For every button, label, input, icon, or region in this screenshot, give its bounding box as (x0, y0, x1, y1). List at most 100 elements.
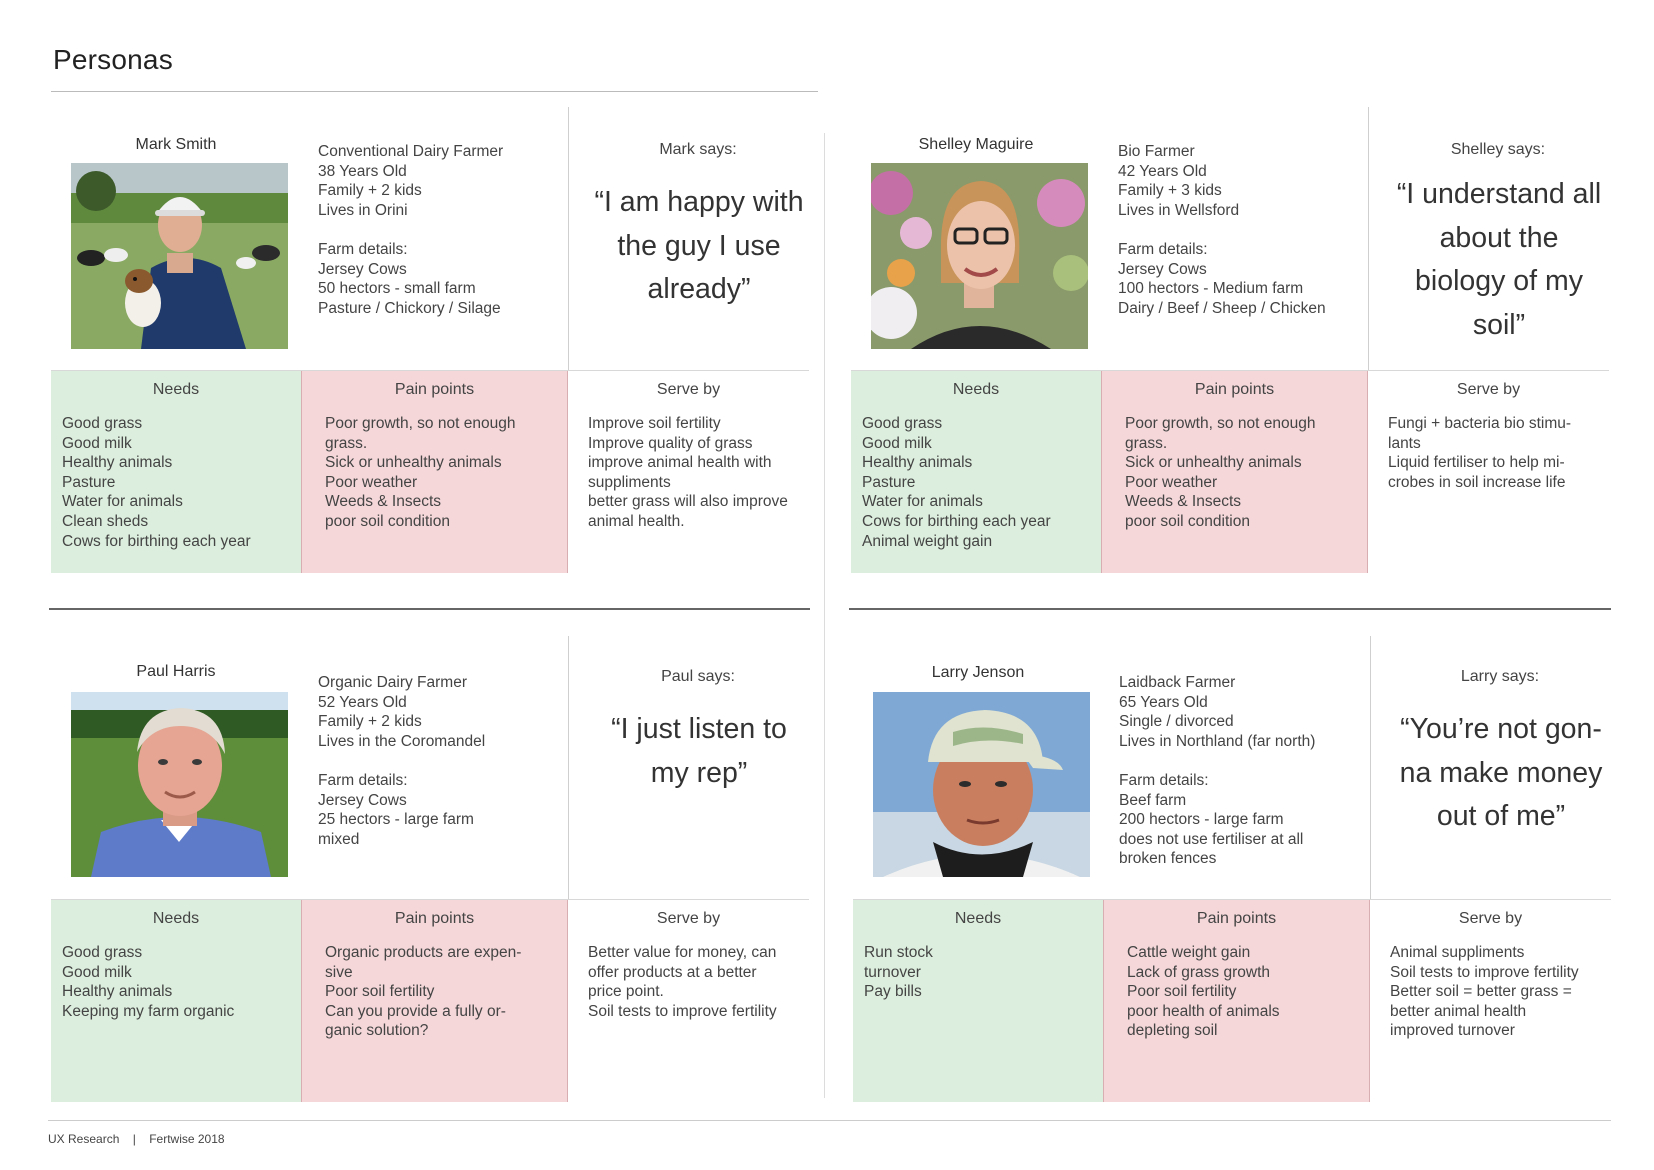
says-label: Paul says: (661, 668, 735, 685)
says-divider (568, 107, 569, 370)
detail-line: Farm details: (1119, 771, 1209, 789)
detail-line: mixed (318, 830, 360, 848)
persona-card-larry-jenson: Larry Jenson Laidback Farmer 65 Years Ol… (853, 636, 1633, 1102)
list-item: Keeping my farm organic (62, 1002, 235, 1020)
quote-line: out of me” (1436, 800, 1566, 832)
detail-line (318, 220, 503, 240)
quote-line: na make money (1399, 756, 1603, 789)
list-item: suppliments (588, 473, 671, 491)
needs-list: Good grass Good milk Healthy animals Kee… (62, 943, 295, 1021)
detail-line: Jersey Cows (1118, 260, 1207, 278)
detail-line: Bio Farmer (1118, 143, 1195, 160)
list-item: Animal suppliments (1390, 944, 1525, 961)
serve-by-box: Serve by Animal suppliments Soil tests t… (1370, 900, 1611, 1102)
serve-by-box: Serve by Fungi + bacteria bio stimu- lan… (1368, 371, 1609, 573)
list-item: Can you provide a fully or- (325, 1002, 506, 1020)
persona-name: Mark Smith (135, 136, 217, 153)
detail-line: 65 Years Old (1119, 693, 1208, 711)
quote-line: biology of my (1415, 265, 1583, 297)
persona-details: Organic Dairy Farmer 52 Years Old Family… (318, 673, 485, 849)
list-item: animal health. (588, 512, 685, 530)
detail-line: Lives in Orini (318, 201, 408, 219)
detail-line: 25 hectors - large farm (318, 811, 474, 829)
list-item: sive (325, 963, 353, 981)
list-item: Good milk (862, 434, 932, 452)
list-item: Healthy animals (62, 983, 173, 1001)
persona-quote: “You’re not gon- na make money out of me… (1375, 708, 1627, 839)
list-item: poor health of animals (1127, 1002, 1280, 1020)
list-item: price point. (588, 983, 664, 1001)
list-item: Better soil = better grass = (1390, 983, 1572, 1001)
needs-heading: Needs (952, 381, 1000, 398)
persona-photo (71, 692, 288, 877)
needs-list: Good grass Good milk Healthy animals Pas… (62, 414, 295, 551)
pain-points-list: Poor growth, so not enough grass. Sick o… (325, 414, 561, 532)
pain-points-heading: Pain points (394, 381, 475, 398)
detail-line: does not use fertiliser at all (1119, 830, 1304, 848)
detail-line: Jersey Cows (318, 791, 407, 809)
column-divider (824, 133, 825, 1098)
persona-photo (871, 163, 1088, 349)
detail-line: Farm details: (318, 771, 408, 789)
says-divider (1368, 107, 1369, 370)
detail-line: Conventional Dairy Farmer (318, 143, 504, 160)
list-item: Pasture (62, 473, 116, 491)
serve-by-box: Serve by Better value for money, can off… (568, 900, 809, 1102)
list-item: Poor growth, so not enough (325, 415, 516, 432)
detail-line: 38 Years Old (318, 162, 407, 180)
persona-details: Laidback Farmer 65 Years Old Single / di… (1119, 673, 1315, 869)
detail-line: Single / divorced (1119, 713, 1234, 731)
list-item: Good grass (62, 944, 143, 961)
says-divider (568, 636, 569, 899)
list-item: improved turnover (1390, 1022, 1515, 1040)
list-item: Poor growth, so not enough (1125, 415, 1316, 432)
detail-line: Laidback Farmer (1119, 674, 1236, 691)
list-item: crobes in soil increase life (1388, 473, 1566, 491)
detail-line (1119, 751, 1315, 771)
quote-line: “I understand all (1396, 178, 1602, 210)
serve-by-heading: Serve by (1456, 381, 1521, 398)
detail-line (1118, 220, 1326, 240)
persona-card-paul-harris: Paul Harris Organic Dairy Farmer 52 Year… (51, 636, 831, 1102)
detail-line: Organic Dairy Farmer (318, 674, 467, 691)
pain-points-box: Pain points Poor growth, so not enough g… (301, 371, 568, 573)
says-divider (1370, 636, 1371, 899)
list-item: Lack of grass growth (1127, 963, 1271, 981)
list-item: poor soil condition (1125, 512, 1250, 530)
list-item: Good milk (62, 434, 132, 452)
pain-points-heading: Pain points (394, 910, 475, 927)
list-item: Healthy animals (62, 454, 173, 472)
persona-name: Shelley Maguire (918, 136, 1034, 153)
list-item: Soil tests to improve fertility (588, 1002, 777, 1020)
detail-line (318, 751, 485, 771)
list-item: ganic solution? (325, 1022, 429, 1040)
detail-line: 52 Years Old (318, 693, 407, 711)
row-divider-right (849, 608, 1611, 610)
list-item: Water for animals (62, 493, 183, 511)
list-item: Sick or unhealthy animals (325, 454, 502, 472)
quote-line: “I just listen to (611, 713, 787, 745)
detail-line: Farm details: (318, 240, 408, 258)
persona-details: Bio Farmer 42 Years Old Family + 3 kids … (1118, 142, 1326, 318)
serve-by-heading: Serve by (1458, 910, 1523, 927)
list-item: Animal weight gain (862, 532, 993, 550)
needs-list: Run stock turnover Pay bills (864, 943, 1097, 1002)
detail-line: Dairy / Beef / Sheep / Chicken (1118, 299, 1326, 317)
persona-details: Conventional Dairy Farmer 38 Years Old F… (318, 142, 503, 318)
list-item: Water for animals (862, 493, 983, 511)
detail-line: broken fences (1119, 850, 1217, 868)
detail-line: 50 hectors - small farm (318, 280, 476, 298)
list-item: better animal health (1390, 1002, 1527, 1020)
needs-box: Needs Good grass Good milk Healthy anima… (51, 900, 301, 1102)
quote-line: “You’re not gon- (1400, 713, 1602, 745)
list-item: Good grass (862, 415, 943, 432)
list-item: turnover (864, 963, 921, 981)
detail-line: 42 Years Old (1118, 162, 1207, 180)
footer: UX Research | Fertwise 2018 (48, 1132, 225, 1146)
list-item: Better value for money, can (588, 944, 777, 961)
list-item: lants (1388, 434, 1421, 452)
list-item: Poor soil fertility (325, 983, 435, 1001)
serve-by-list: Fungi + bacteria bio stimu- lants Liquid… (1388, 414, 1603, 492)
persona-name: Paul Harris (136, 663, 216, 680)
list-item: Pay bills (864, 983, 922, 1001)
